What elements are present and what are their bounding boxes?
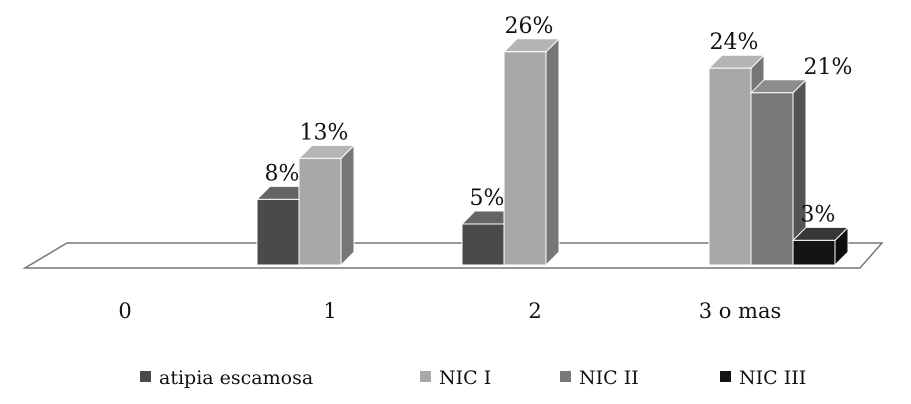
chart-floor: [22, 242, 884, 269]
bar: 3%: [791, 202, 850, 267]
bar-front: [298, 157, 342, 266]
data-label: 3%: [801, 202, 836, 227]
bar-front: [503, 51, 547, 266]
bar-front: [750, 92, 794, 266]
bar: 21%: [749, 55, 853, 267]
bar-front: [461, 223, 505, 266]
bar-front: [792, 239, 836, 266]
legend-swatch: [720, 371, 731, 382]
legend-label: NIC I: [439, 367, 491, 389]
x-tick-label: 2: [528, 299, 541, 323]
data-label: 13%: [300, 120, 349, 145]
x-tick-label: 3 o mas: [699, 299, 782, 323]
bar: 13%: [297, 120, 356, 267]
legend-label: NIC II: [579, 367, 639, 389]
legend-label: NIC III: [739, 367, 806, 389]
bar-front: [256, 198, 300, 266]
data-label: 24%: [710, 30, 759, 55]
legend-item: NIC II: [560, 367, 639, 389]
x-tick-label: 1: [323, 299, 336, 323]
x-tick-label: 0: [118, 299, 131, 323]
bar-side: [545, 37, 560, 267]
bar-front: [708, 67, 752, 266]
bar-side: [340, 144, 355, 267]
legend-item: atipia escamosa: [140, 367, 313, 389]
data-label: 26%: [505, 14, 554, 39]
legend-swatch: [560, 371, 571, 382]
legend-swatch: [140, 371, 151, 382]
legend-item: NIC I: [420, 367, 491, 389]
legend-item: NIC III: [720, 367, 806, 389]
data-label: 21%: [804, 55, 853, 80]
bar: 26%: [502, 14, 561, 267]
legend-swatch: [420, 371, 431, 382]
data-label: 5%: [470, 186, 505, 211]
legend-label: atipia escamosa: [159, 367, 313, 389]
data-label: 8%: [265, 161, 300, 186]
